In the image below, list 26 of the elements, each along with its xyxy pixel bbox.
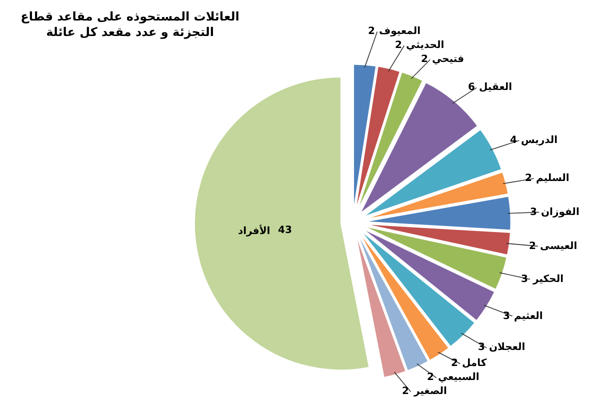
- slice-label: فتيحي: [432, 54, 464, 65]
- slice-label: الأفراد: [238, 224, 270, 237]
- data-label: 3: [478, 342, 485, 353]
- slice-label: الصغير: [413, 386, 447, 397]
- slice-label: الحكير: [532, 274, 564, 285]
- slice-label: الفوزان: [541, 207, 580, 218]
- slice-label: الدريس: [521, 135, 558, 146]
- slice-label: كامل: [462, 358, 487, 369]
- slice-label: المعيوف: [379, 26, 420, 37]
- data-label: 2: [451, 358, 458, 369]
- data-label: 3: [503, 311, 510, 322]
- slice-label: الحديثي: [406, 40, 444, 51]
- slice-label: العقيل: [479, 82, 512, 93]
- slice-label: العجلان: [489, 342, 526, 353]
- slice-label: العيسى: [540, 241, 578, 252]
- slice-label: العثيم: [514, 311, 543, 322]
- data-label: 2: [395, 40, 402, 51]
- chart-title: العائلات المستحوذه على مقاعد قطاع التجزئة و عدد مقعد كل عائلة: [20, 9, 240, 39]
- data-label: 43: [278, 225, 292, 236]
- slice-label: السليم: [536, 173, 570, 184]
- data-label: 2: [421, 54, 428, 65]
- data-label: 2: [427, 372, 434, 383]
- data-label: 2: [402, 386, 409, 397]
- data-label: 6: [468, 82, 475, 93]
- slice-label: السبيعي: [438, 372, 480, 383]
- data-label: 2: [368, 26, 375, 37]
